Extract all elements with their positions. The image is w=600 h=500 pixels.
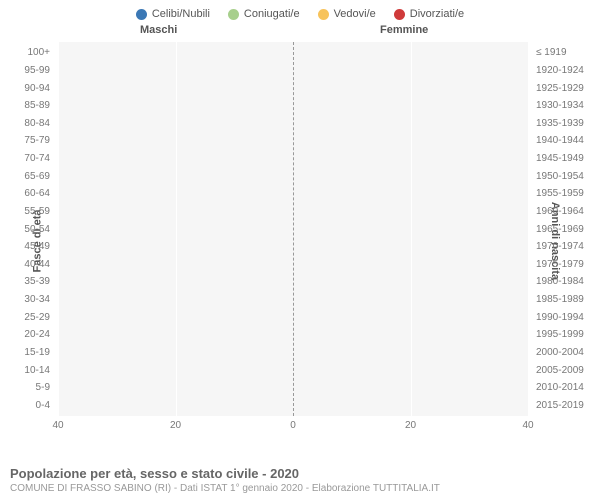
header-male: Maschi [140,24,177,36]
grid-line [176,42,177,416]
pyramid-row [58,97,528,115]
pyramid-row [58,150,528,168]
legend-swatch [394,9,405,20]
birth-label: 1975-1979 [532,256,600,274]
age-label: 100+ [0,44,54,62]
chart-area: Fasce di età Anni di nascita 100+95-9990… [0,42,600,440]
legend-swatch [228,9,239,20]
birth-label: 1990-1994 [532,308,600,326]
plot-area [58,42,528,416]
birth-label: 1960-1964 [532,203,600,221]
legend-item: Coniugati/e [228,8,300,20]
age-label: 25-29 [0,308,54,326]
grid-line [528,42,529,416]
pyramid-row [58,326,528,344]
grid-line [58,42,59,416]
pyramid-row [58,291,528,309]
age-label: 80-84 [0,115,54,133]
birth-label: ≤ 1919 [532,44,600,62]
birth-label: 1955-1959 [532,185,600,203]
birth-label: 2015-2019 [532,397,600,415]
age-label: 85-89 [0,97,54,115]
legend: Celibi/Nubili Coniugati/e Vedovi/e Divorzia… [0,0,600,24]
bar-rows [58,44,528,414]
pyramid-row [58,132,528,150]
birth-label: 1920-1924 [532,62,600,80]
age-labels: 100+95-9990-9485-8980-8475-7970-7465-696… [0,44,54,414]
age-label: 95-99 [0,62,54,80]
birth-label: 2005-2009 [532,361,600,379]
age-label: 5-9 [0,379,54,397]
birth-label: 2000-2004 [532,344,600,362]
pyramid-row [58,308,528,326]
birth-label: 1945-1949 [532,150,600,168]
footer-title: Popolazione per età, sesso e stato civil… [10,466,590,481]
birth-label: 2010-2014 [532,379,600,397]
pyramid-row [58,220,528,238]
birth-label: 1970-1974 [532,238,600,256]
legend-item: Celibi/Nubili [136,8,210,20]
pyramid-row [58,379,528,397]
age-label: 15-19 [0,344,54,362]
birth-label: 1995-1999 [532,326,600,344]
age-label: 75-79 [0,132,54,150]
legend-label: Divorziati/e [410,8,464,20]
gender-headers: Maschi Femmine [0,24,600,42]
legend-label: Coniugati/e [244,8,300,20]
birth-label: 1925-1929 [532,79,600,97]
legend-item: Divorziati/e [394,8,464,20]
pyramid-row [58,238,528,256]
chart-footer: Popolazione per età, sesso e stato civil… [10,466,590,494]
birth-labels: ≤ 19191920-19241925-19291930-19341935-19… [532,44,600,414]
x-tick-label: 40 [52,420,63,431]
birth-label: 1940-1944 [532,132,600,150]
birth-label: 1965-1969 [532,220,600,238]
birth-label: 1985-1989 [532,291,600,309]
age-label: 65-69 [0,167,54,185]
pyramid-row [58,397,528,415]
x-tick-label: 20 [170,420,181,431]
grid-line [411,42,412,416]
pyramid-row [58,185,528,203]
age-label: 90-94 [0,79,54,97]
age-label: 30-34 [0,291,54,309]
age-label: 70-74 [0,150,54,168]
age-label: 45-49 [0,238,54,256]
birth-label: 1935-1939 [532,115,600,133]
pyramid-row [58,167,528,185]
legend-label: Celibi/Nubili [152,8,210,20]
pyramid-row [58,361,528,379]
footer-subtitle: COMUNE DI FRASSO SABINO (RI) - Dati ISTA… [10,483,590,494]
age-label: 55-59 [0,203,54,221]
x-tick-label: 40 [522,420,533,431]
x-axis-ticks: 402002040 [58,420,528,434]
legend-item: Vedovi/e [318,8,376,20]
pyramid-row [58,62,528,80]
x-tick-label: 20 [405,420,416,431]
pyramid-row [58,203,528,221]
pyramid-row [58,256,528,274]
legend-swatch [318,9,329,20]
x-tick-label: 0 [290,420,296,431]
legend-label: Vedovi/e [334,8,376,20]
pyramid-row [58,115,528,133]
pyramid-row [58,273,528,291]
pyramid-row [58,344,528,362]
pyramid-row [58,79,528,97]
header-female: Femmine [380,24,428,36]
age-label: 0-4 [0,397,54,415]
chart-container: Celibi/Nubili Coniugati/e Vedovi/e Divorzia… [0,0,600,500]
birth-label: 1980-1984 [532,273,600,291]
birth-label: 1930-1934 [532,97,600,115]
age-label: 50-54 [0,220,54,238]
age-label: 20-24 [0,326,54,344]
birth-label: 1950-1954 [532,167,600,185]
age-label: 60-64 [0,185,54,203]
pyramid-row [58,44,528,62]
age-label: 35-39 [0,273,54,291]
age-label: 10-14 [0,361,54,379]
age-label: 40-44 [0,256,54,274]
legend-swatch [136,9,147,20]
